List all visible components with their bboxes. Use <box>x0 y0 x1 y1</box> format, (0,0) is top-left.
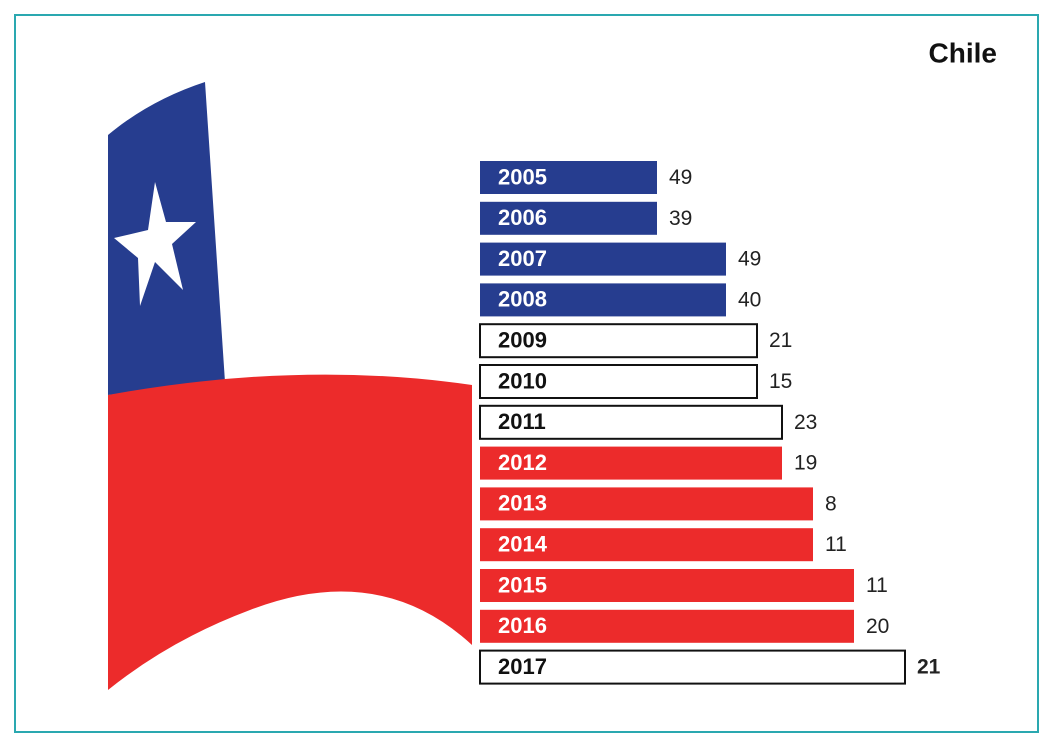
year-label: 2008 <box>498 287 547 312</box>
value-label: 49 <box>669 166 692 189</box>
value-label: 19 <box>794 452 817 475</box>
value-label: 23 <box>794 411 817 434</box>
value-label: 15 <box>769 370 792 393</box>
value-label: 21 <box>917 656 941 679</box>
year-label: 2009 <box>498 328 547 353</box>
bar <box>480 201 657 235</box>
bar <box>480 569 854 602</box>
bar <box>480 283 726 317</box>
bar <box>479 649 906 685</box>
bar <box>480 242 726 276</box>
year-label: 2015 <box>498 572 547 597</box>
value-label: 49 <box>738 248 761 271</box>
bar <box>479 364 758 399</box>
value-label: 21 <box>769 329 792 352</box>
bar <box>479 404 783 440</box>
bar <box>480 487 813 521</box>
year-label: 2016 <box>498 613 547 638</box>
flag <box>108 82 472 690</box>
year-label: 2012 <box>498 450 547 475</box>
year-label: 2013 <box>498 491 547 516</box>
value-label: 11 <box>825 533 847 556</box>
year-label: 2014 <box>498 532 548 557</box>
bar <box>480 609 854 643</box>
value-label: 11 <box>866 574 888 597</box>
year-label: 2005 <box>498 164 547 189</box>
bar <box>479 323 758 359</box>
value-label: 8 <box>825 492 837 515</box>
flag-star <box>114 182 196 306</box>
year-label: 2011 <box>498 409 546 434</box>
flag-red <box>108 374 472 690</box>
value-label: 39 <box>669 207 692 230</box>
year-label: 2017 <box>498 654 547 679</box>
value-label: 20 <box>866 615 889 638</box>
value-label: 40 <box>738 288 761 311</box>
year-label: 2007 <box>498 246 547 271</box>
title: Chile <box>929 37 997 68</box>
year-label: 2006 <box>498 205 547 230</box>
bar <box>480 528 813 562</box>
bar <box>480 446 782 480</box>
year-label: 2010 <box>498 368 547 393</box>
bar <box>480 161 657 194</box>
